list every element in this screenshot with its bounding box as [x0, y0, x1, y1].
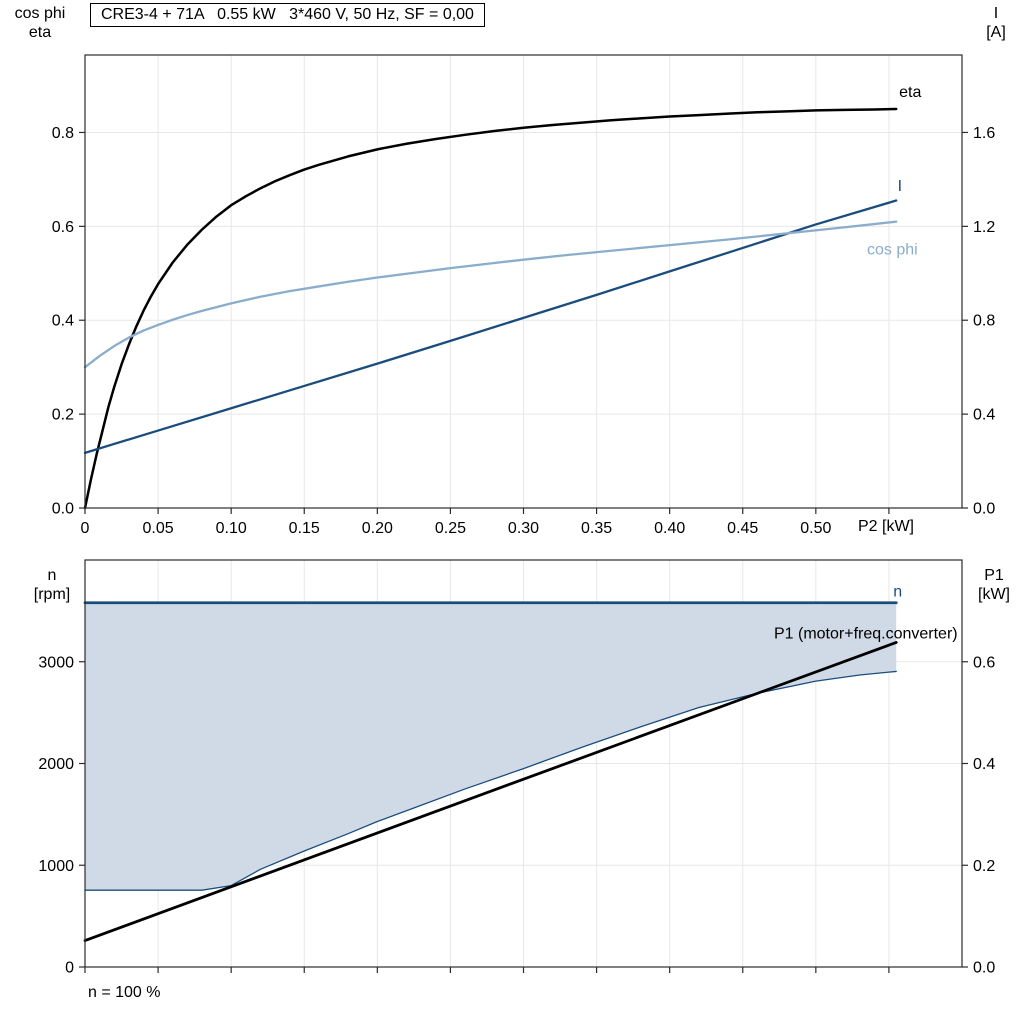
svg-text:0.40: 0.40: [654, 520, 685, 537]
svg-text:0.15: 0.15: [289, 520, 320, 537]
svg-text:2000: 2000: [38, 756, 74, 773]
svg-text:0.6: 0.6: [973, 654, 995, 671]
svg-text:0.4: 0.4: [973, 407, 995, 424]
svg-text:P1 (motor+freq.converter): P1 (motor+freq.converter): [774, 625, 958, 642]
top-left-axis-title: cos phi eta: [4, 4, 76, 42]
svg-text:0.10: 0.10: [216, 520, 247, 537]
chart-title-box: CRE3-4 + 71A 0.55 kW 3*460 V, 50 Hz, SF …: [90, 3, 485, 27]
svg-text:0.30: 0.30: [508, 520, 539, 537]
svg-text:1.2: 1.2: [973, 219, 995, 236]
svg-text:0: 0: [65, 960, 74, 977]
svg-text:0.50: 0.50: [800, 520, 831, 537]
svg-text:0.20: 0.20: [362, 520, 393, 537]
svg-text:0.8: 0.8: [973, 313, 995, 330]
svg-text:0.05: 0.05: [143, 520, 174, 537]
svg-text:3000: 3000: [38, 654, 74, 671]
svg-text:0.4: 0.4: [52, 313, 74, 330]
svg-text:0.2: 0.2: [52, 407, 74, 424]
bottom-left-axis-title: n [rpm]: [16, 566, 88, 604]
axis-title-eta: eta: [28, 24, 52, 41]
svg-text:I: I: [898, 178, 902, 195]
axis-title-cos-phi: cos phi: [14, 5, 66, 22]
svg-text:0.0: 0.0: [973, 501, 995, 518]
svg-text:1000: 1000: [38, 858, 74, 875]
svg-text:0.0: 0.0: [52, 501, 74, 518]
axis-title-speed: n: [47, 567, 57, 584]
top-right-axis-title: I [A]: [970, 4, 1022, 42]
axis-title-speed-unit: [rpm]: [33, 586, 71, 603]
axis-title-p1-unit: [kW]: [978, 586, 1010, 603]
axis-title-p1: P1: [984, 567, 1004, 584]
svg-text:eta: eta: [899, 84, 921, 101]
svg-text:0.8: 0.8: [52, 125, 74, 142]
axis-title-current-unit: [A]: [986, 24, 1006, 41]
svg-text:0.4: 0.4: [973, 756, 995, 773]
svg-text:0.35: 0.35: [581, 520, 612, 537]
svg-text:0.45: 0.45: [727, 520, 758, 537]
svg-text:0: 0: [81, 520, 90, 537]
svg-text:n: n: [893, 584, 902, 601]
svg-text:0.0: 0.0: [973, 960, 995, 977]
speed-percentage-footnote: n = 100 %: [88, 984, 161, 1001]
svg-text:0.2: 0.2: [973, 858, 995, 875]
svg-text:0.6: 0.6: [52, 219, 74, 236]
axis-title-current: I: [993, 5, 999, 22]
svg-text:cos phi: cos phi: [867, 242, 918, 259]
svg-text:0.25: 0.25: [435, 520, 466, 537]
svg-text:1.6: 1.6: [973, 125, 995, 142]
bottom-right-axis-title: P1 [kW]: [966, 566, 1022, 604]
x-axis-title: P2 [kW]: [857, 518, 915, 535]
